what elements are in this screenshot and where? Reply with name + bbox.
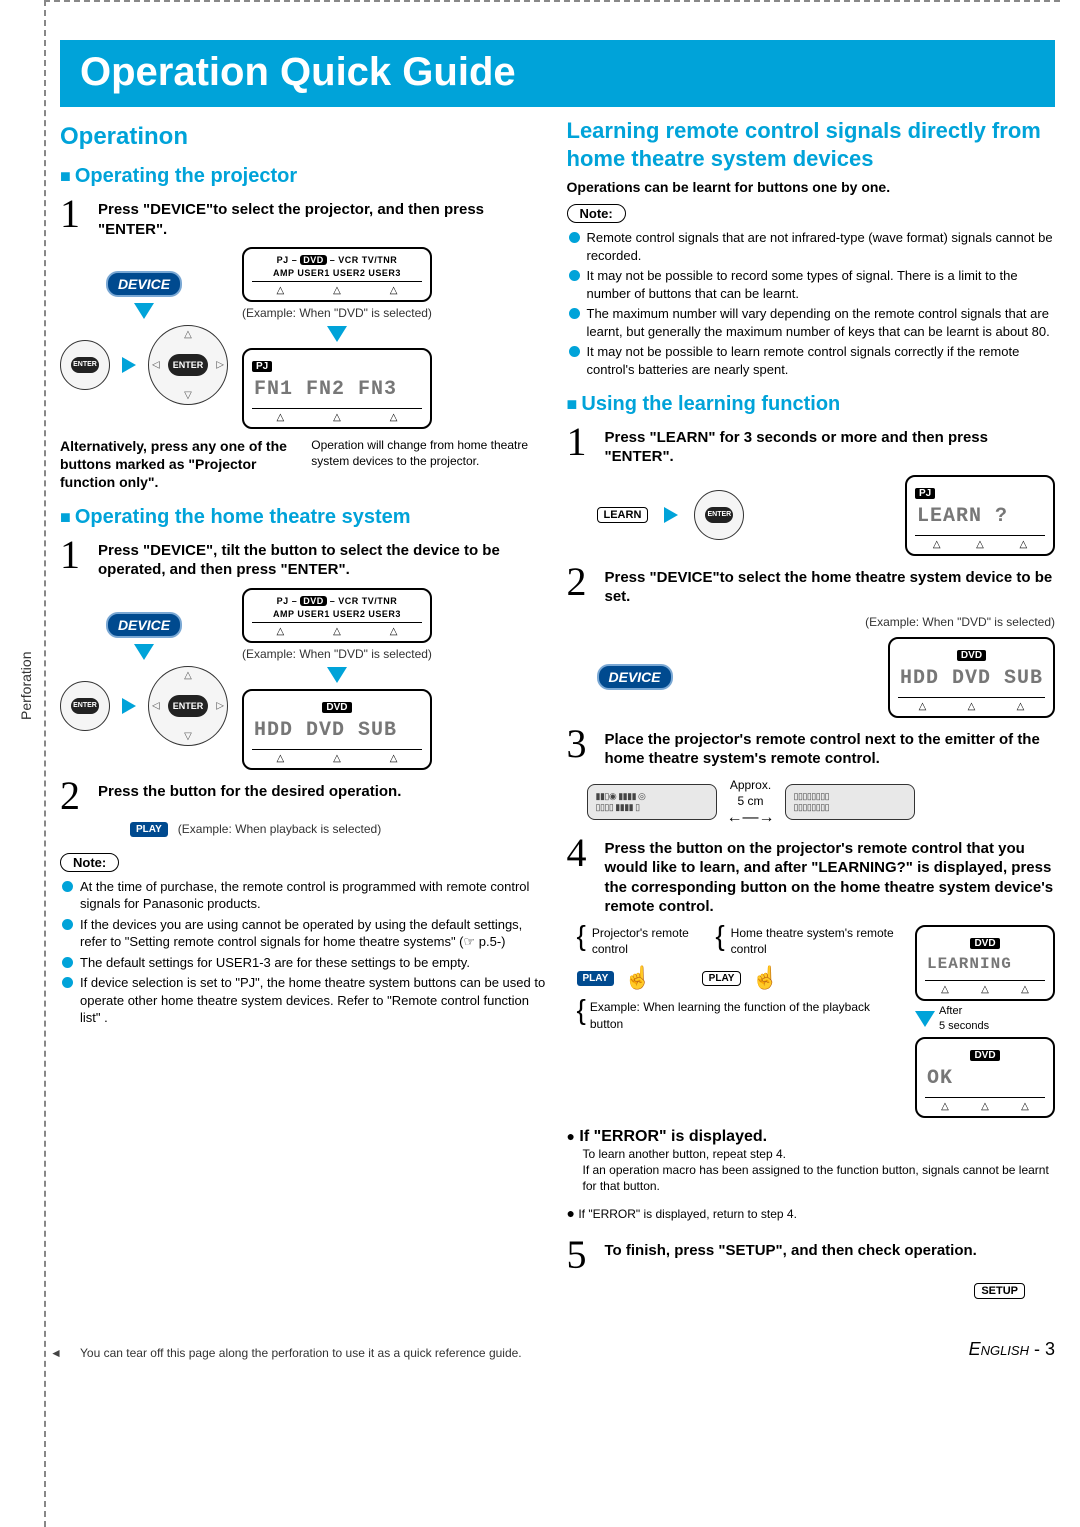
- lcd-hdd: DVD HDD DVD SUB △△△: [242, 689, 432, 770]
- lcd-device-list-2: PJ – DVD – VCR TV/TNR AMP USER1 USER2 US…: [242, 588, 432, 643]
- rstep-2-txt: Press "DEVICE"to select the home theatre…: [605, 564, 1056, 607]
- learning-heading: Learning remote control signals directly…: [567, 117, 1056, 172]
- lcd-device-list: PJ – DVD – VCR TV/TNR AMP USER1 USER2 US…: [242, 247, 432, 302]
- rstep-2-num: 2: [567, 564, 597, 607]
- sec-operating-home-theatre: Operating the home theatre system: [60, 506, 549, 529]
- dpad-enter-icon: ENTER △▽ ◁▷: [148, 325, 228, 405]
- dpad-enter-icon: ENTER △▽ ◁▷: [148, 666, 228, 746]
- arrow-down-icon: [134, 303, 154, 319]
- lcd-learning: DVD LEARNING △△△: [915, 925, 1055, 1001]
- play-ht-icon: PLAY: [702, 971, 742, 986]
- step-1-text: Press "DEVICE"to select the projector, a…: [98, 196, 549, 239]
- step-ht-1: Press "DEVICE", tilt the button to selec…: [98, 537, 549, 580]
- error-back: If "ERROR" is displayed, return to step …: [578, 1207, 797, 1221]
- sec-using-learning: Using the learning function: [567, 393, 1056, 416]
- rstep-1-txt: Press "LEARN" for 3 seconds or more and …: [605, 424, 1056, 467]
- lcd-ok: DVD OK △△△: [915, 1037, 1055, 1118]
- dpad-icon: ENTER: [60, 681, 110, 731]
- arrow-down-icon: [327, 667, 347, 683]
- error-heading: If "ERROR" is displayed.: [579, 1128, 767, 1145]
- error-body: To learn another button, repeat step 4. …: [583, 1146, 1056, 1195]
- lcd-hdd-right: DVD HDD DVD SUB △△△: [888, 637, 1055, 718]
- rstep-5-txt: To finish, press "SETUP", and then check…: [605, 1237, 977, 1273]
- device-button-icon: DEVICE: [597, 664, 673, 690]
- note-list-left: At the time of purchase, the remote cont…: [60, 878, 549, 1027]
- page-number: English - 3: [969, 1339, 1055, 1360]
- approx-5cm: Approx. 5 cm: [727, 777, 775, 809]
- hand-press-icon: ☝: [751, 965, 778, 991]
- after-5s: After 5 seconds: [939, 1004, 989, 1034]
- alt-press-text: Alternatively, press any one of the butt…: [60, 437, 297, 492]
- sec-operating-projector: Operating the projector: [60, 165, 549, 188]
- alt-note: Operation will change from home theatre …: [311, 437, 548, 469]
- step-ht-2: Press the button for the desired operati…: [98, 778, 401, 814]
- example-dvd-right: (Example: When "DVD" is selected): [567, 615, 1056, 629]
- ht-remote-label: Home theatre system's remote control: [731, 925, 905, 957]
- play-proj-icon: PLAY: [577, 971, 615, 986]
- lcd-learn-q: PJ LEARN ? △△△: [905, 475, 1055, 556]
- step-number-1b: 1: [60, 537, 90, 580]
- dpad-icon: ENTER: [60, 340, 110, 390]
- play-button-icon: PLAY: [130, 822, 168, 837]
- play-example: (Example: When playback is selected): [178, 822, 381, 836]
- device-button-icon: DEVICE: [106, 271, 182, 297]
- hand-press-icon: ☝: [624, 965, 651, 991]
- rstep-3-num: 3: [567, 726, 597, 769]
- step-number-2: 2: [60, 778, 90, 814]
- dpad-enter-small-icon: ENTER: [694, 490, 744, 540]
- setup-button-icon: SETUP: [974, 1283, 1025, 1299]
- arrow-right-icon: [122, 357, 136, 373]
- example-dvd-text-2: (Example: When "DVD" is selected): [242, 647, 432, 661]
- note-list-right: Remote control signals that are not infr…: [567, 229, 1056, 378]
- rstep-5-num: 5: [567, 1237, 597, 1273]
- learning-sub: Operations can be learnt for buttons one…: [567, 178, 1056, 196]
- rstep-1-num: 1: [567, 424, 597, 467]
- rstep-3-txt: Place the projector's remote control nex…: [605, 726, 1056, 769]
- left-column: Operatinon Operating the projector 1 Pre…: [60, 117, 549, 1299]
- arrow-down-icon: [327, 326, 347, 342]
- step-number-1: 1: [60, 196, 90, 239]
- proj-remote-label: Projector's remote control: [592, 925, 709, 957]
- rstep-4-num: 4: [567, 835, 597, 917]
- note-label-left: Note:: [60, 853, 119, 872]
- example-dvd-text: (Example: When "DVD" is selected): [242, 306, 432, 320]
- operatinon-heading: Operatinon: [60, 123, 549, 151]
- lcd-fn: PJ FN1 FN2 FN3 △△△: [242, 348, 432, 429]
- arrow-down-icon: [134, 644, 154, 660]
- device-button-icon: DEVICE: [106, 612, 182, 638]
- ht-remote-icon: ▯▯▯▯▯▯▯▯▯▯▯▯▯▯▯▯: [785, 784, 915, 820]
- rstep-4-txt: Press the button on the projector's remo…: [605, 835, 1056, 917]
- tearoff-note: You can tear off this page along the per…: [60, 1346, 522, 1360]
- learn-button-icon: LEARN: [597, 507, 649, 523]
- projector-remote-icon: ▮▮▯◉ ▮▮▮▮ ◎▯▯▯▯ ▮▮▮▮ ▯: [587, 784, 717, 820]
- right-column: Learning remote control signals directly…: [567, 117, 1056, 1299]
- arrow-right-icon: [664, 507, 678, 523]
- page-title: Operation Quick Guide: [60, 40, 1055, 107]
- learn-playback-example: Example: When learning the function of t…: [590, 999, 905, 1031]
- note-label-right: Note:: [567, 204, 626, 223]
- arrow-right-icon: [122, 698, 136, 714]
- perforation-label: Perforation: [18, 652, 34, 720]
- arrow-down-icon: [915, 1011, 935, 1027]
